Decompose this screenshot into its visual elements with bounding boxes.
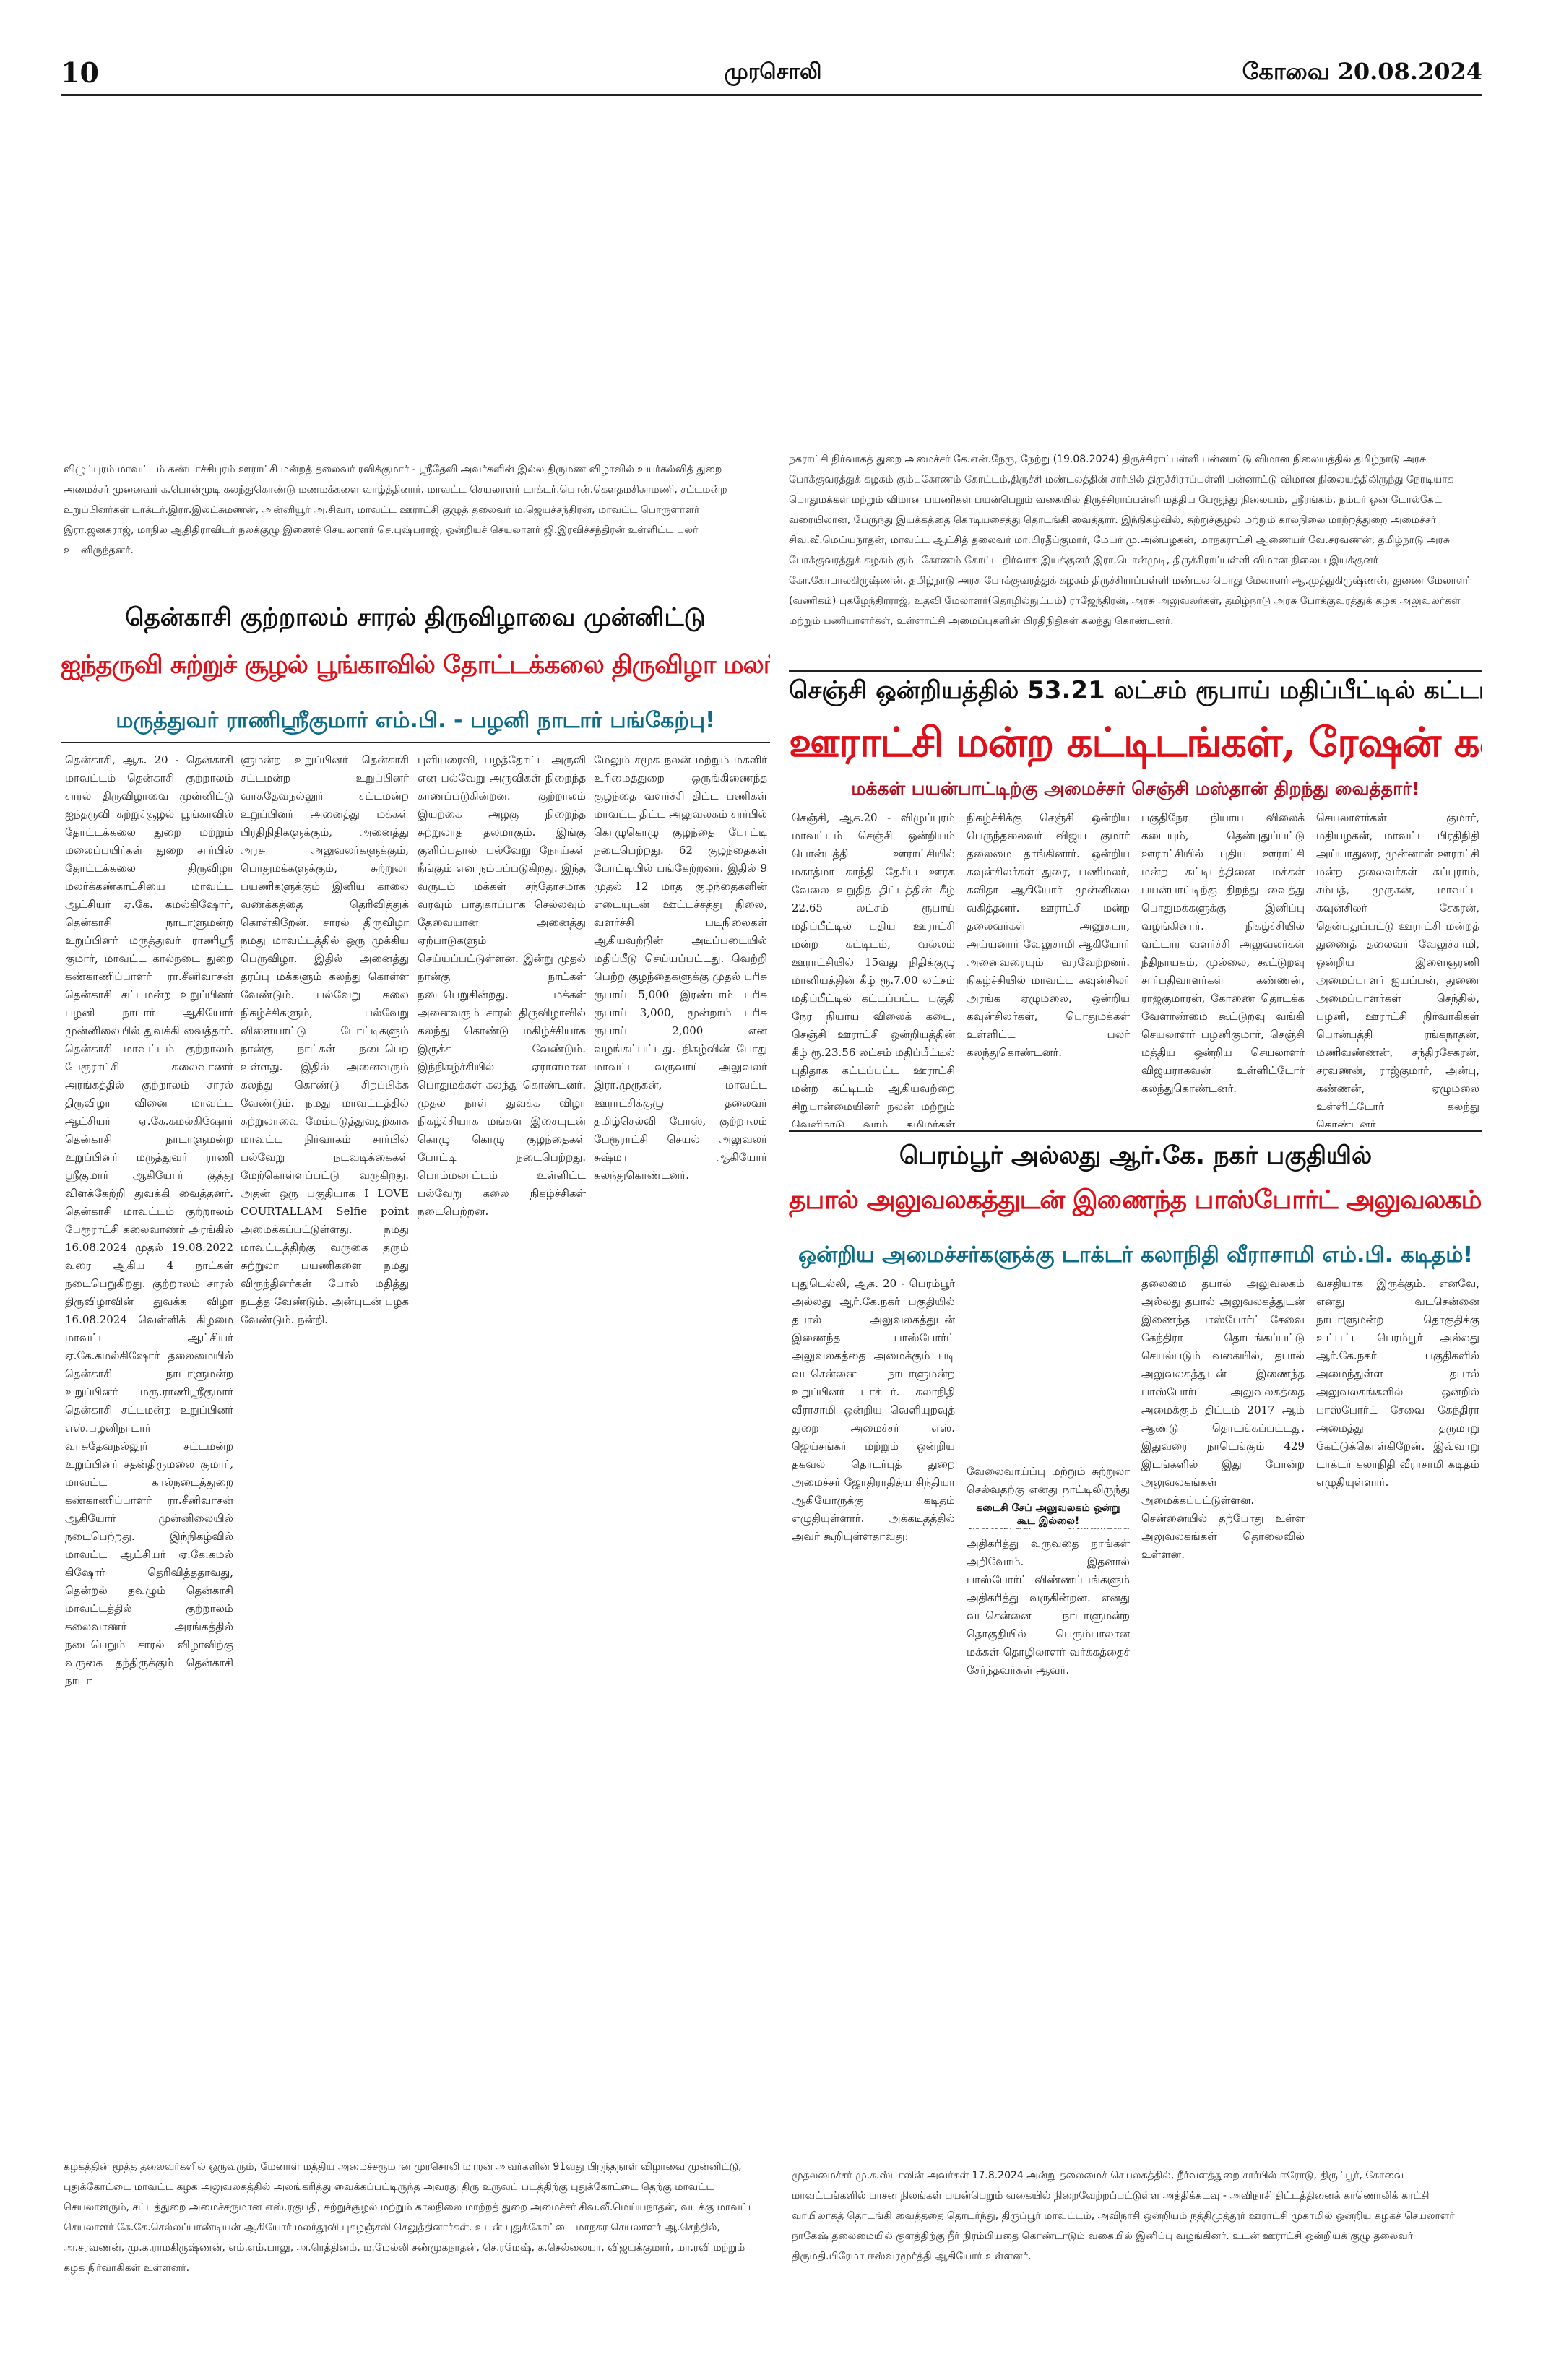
story2-column-1: செஞ்சி, ஆக.20 - விழுப்புரம் மாவட்டம் செஞ…	[792, 811, 955, 1127]
story1-column-2: ளுமன்ற உறுப்பினர் தென்காசி சட்டமன்ற உறுப…	[241, 753, 409, 1326]
tribute-photo	[61, 1719, 770, 2152]
story1-column-4: மேலும் சமூக நலன் மற்றும் மகளிர் உரிமைத்த…	[594, 753, 767, 1182]
story2-kicker: செஞ்சி ஒன்றியத்தில் 53.21 லட்சம் ரூபாய் …	[789, 676, 1482, 705]
story1-column-3: புளியரைவி, பழத்தோட்ட அருவி என பல்வேறு அர…	[418, 753, 586, 1218]
masthead-rule	[61, 94, 1482, 96]
story2-column-2: நிகழ்ச்சிக்கு செஞ்சி ஒன்றிய பெருந்தலைவர்…	[967, 811, 1130, 1059]
story3-column-1: புதுடெல்லி, ஆக. 20 - பெரம்பூர் அல்லது ஆர…	[792, 1277, 955, 1543]
story3-box-title: கடைசி சேப் அலுவலகம் ஒன்று கூட இல்லை!	[967, 1502, 1130, 1528]
story3-column-4: வசதியாக இருக்கும். எனவே, எனது வடசென்னை ந…	[1316, 1277, 1479, 1489]
bus-launch-caption: நகராட்சி நிர்வாகத் துறை அமைச்சர் கே.என்.…	[789, 454, 1471, 627]
athikadavu-caption: முதலமைச்சர் மு.க.ஸ்டாலின் அவர்கள் 17.8.2…	[792, 2170, 1455, 2262]
story3-top-rule	[789, 1130, 1482, 1132]
story2-column-4: செயலாளர்கள் குமார், மதியழகன், மாவட்ட பிர…	[1316, 811, 1479, 1127]
story3-inset-photo	[967, 1275, 1130, 1455]
story3-column-3: தலைமை தபால் அலுவலகம் அல்லது தபால் அலுவலக…	[1141, 1277, 1305, 1561]
tribute-caption: கழகத்தின் மூத்த தலைவர்களில் ஒருவரும், மே…	[64, 2161, 756, 2274]
story2-subhead: மக்கள் பயன்பாட்டிற்கு அமைச்சர் செஞ்சி மஸ…	[851, 778, 1420, 799]
story1-subhead: மருத்துவர் ராணிஸ்ரீகுமார் எம்.பி. - பழனி…	[116, 708, 715, 733]
paper-name: முரசொலி	[724, 59, 822, 85]
story2-headline: ஊராட்சி மன்ற கட்டிடங்கள், ரேஷன் கடை!	[789, 719, 1482, 766]
bus-launch-photo	[789, 104, 1482, 443]
story1-kicker: தென்காசி குற்றாலம் சாரல் திருவிழாவை முன்…	[125, 603, 706, 632]
story2-top-rule	[789, 670, 1482, 672]
story3-subhead: ஒன்றிய அமைச்சர்களுக்கு டாக்டர் கலாநிதி வ…	[798, 1242, 1474, 1268]
story3-headline: தபால் அலுவலகத்துடன் இணைந்த பாஸ்போர்ட் அல…	[789, 1185, 1482, 1215]
wedding-photo	[61, 104, 770, 451]
story3-kicker: பெரம்பூர் அல்லது ஆர்.கே. நகர் பகுதியில்	[899, 1141, 1373, 1170]
page-number: 10	[61, 56, 99, 89]
story1-headline: ஐந்தருவி சுற்றுச் சூழல் பூங்காவில் தோட்ட…	[61, 650, 770, 680]
athikadavu-photo	[789, 1719, 1482, 2152]
edition-date: கோவை 20.08.2024	[1242, 58, 1482, 85]
story1-rule	[61, 742, 770, 743]
story3-column-2: வேலைவாய்ப்பு மற்றும் சுற்றுலா செல்வதற்கு…	[967, 1465, 1130, 1676]
story1-column-1: தென்காசி, ஆக. 20 - தென்காசி மாவட்டம் தென…	[65, 753, 233, 1687]
wedding-caption: விழுப்புரம் மாவட்டம் கண்டாச்சிபுரம் ஊராட…	[64, 464, 727, 556]
story2-column-3: பகுதிநேர நியாய விலைக் கடையும், தென்புதுப…	[1141, 811, 1305, 1095]
